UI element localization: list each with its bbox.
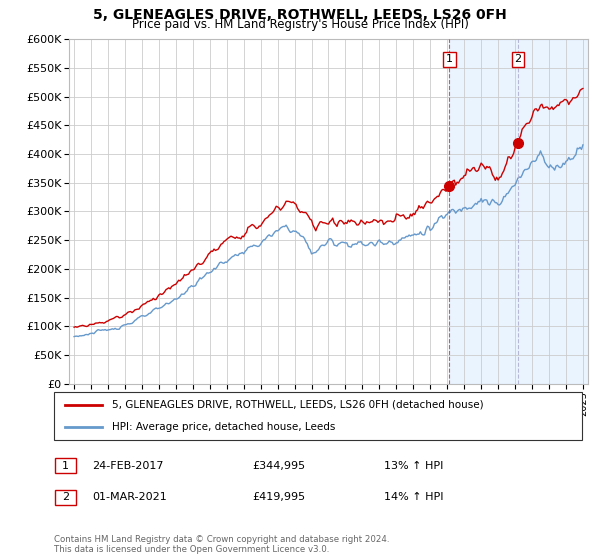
Text: 5, GLENEAGLES DRIVE, ROTHWELL, LEEDS, LS26 0FH (detached house): 5, GLENEAGLES DRIVE, ROTHWELL, LEEDS, LS… [112, 400, 484, 410]
Text: 5, GLENEAGLES DRIVE, ROTHWELL, LEEDS, LS26 0FH: 5, GLENEAGLES DRIVE, ROTHWELL, LEEDS, LS… [93, 8, 507, 22]
Text: 2: 2 [62, 492, 69, 502]
Bar [449, 39, 592, 384]
FancyBboxPatch shape [55, 458, 76, 473]
FancyBboxPatch shape [55, 489, 76, 505]
Text: 1: 1 [446, 54, 453, 64]
Text: 01-MAR-2021: 01-MAR-2021 [92, 492, 167, 502]
Text: 13% ↑ HPI: 13% ↑ HPI [384, 461, 443, 471]
FancyBboxPatch shape [54, 392, 582, 440]
Text: £344,995: £344,995 [252, 461, 305, 471]
Text: Price paid vs. HM Land Registry's House Price Index (HPI): Price paid vs. HM Land Registry's House … [131, 18, 469, 31]
Text: 2: 2 [514, 54, 521, 64]
Text: 1: 1 [62, 461, 69, 471]
Text: HPI: Average price, detached house, Leeds: HPI: Average price, detached house, Leed… [112, 422, 335, 432]
Text: £419,995: £419,995 [252, 492, 305, 502]
Text: 24-FEB-2017: 24-FEB-2017 [92, 461, 163, 471]
Text: Contains HM Land Registry data © Crown copyright and database right 2024.
This d: Contains HM Land Registry data © Crown c… [54, 535, 389, 554]
Text: 14% ↑ HPI: 14% ↑ HPI [384, 492, 443, 502]
